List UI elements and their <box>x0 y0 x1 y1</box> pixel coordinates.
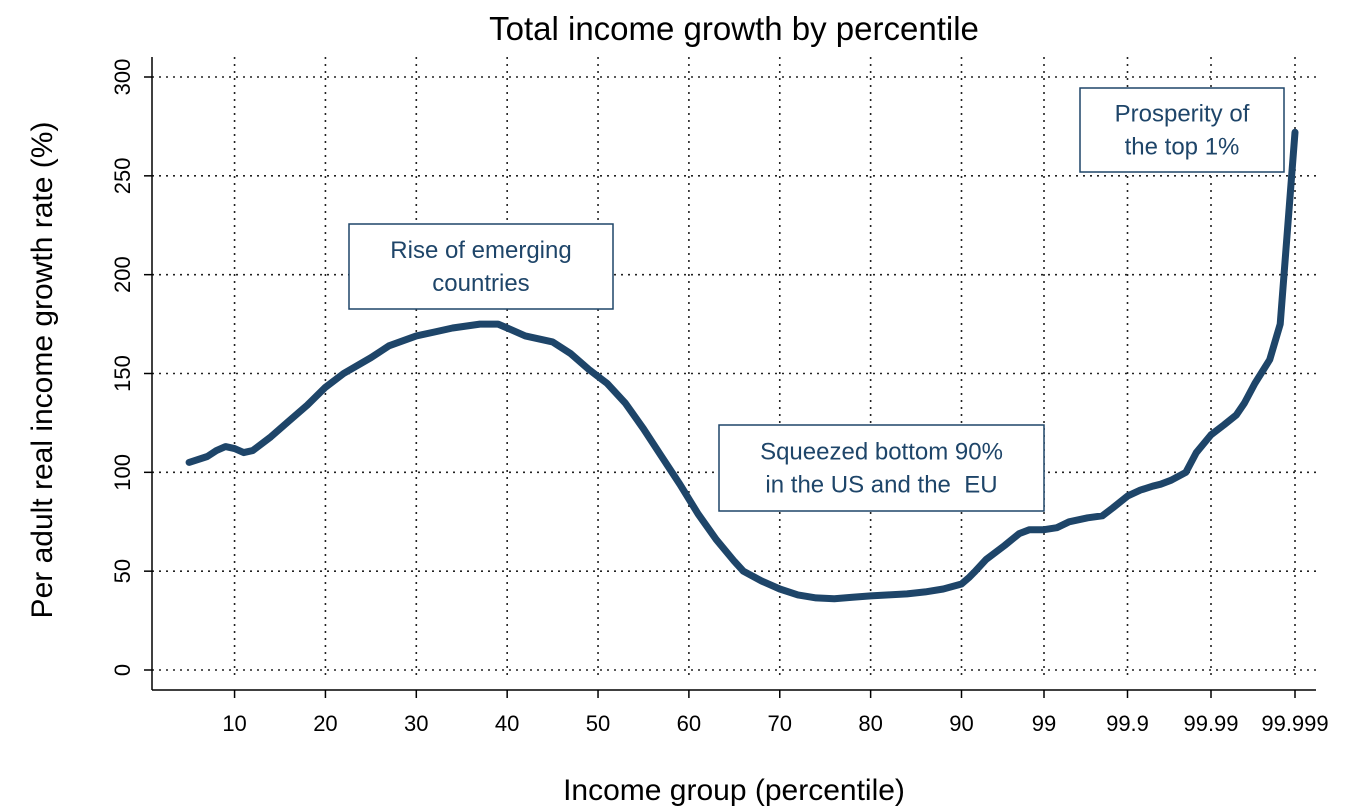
y-tick-label: 150 <box>110 355 135 392</box>
y-axis-label: Per adult real income growth rate (%) <box>26 122 59 619</box>
annotation-box: Prosperity of the top 1% <box>1079 87 1285 173</box>
x-tick-label: 99.99 <box>1183 711 1238 736</box>
x-tick-label: 99.9 <box>1106 711 1149 736</box>
y-tick-label: 0 <box>110 664 135 676</box>
x-tick-label: 50 <box>586 711 610 736</box>
x-ticks: 10 20 30 40 50 60 70 80 90 99 99.9 99.99 99.999 <box>222 690 1329 736</box>
annotation-box: Squeezed bottom 90% in the US and the EU <box>718 424 1045 512</box>
y-tick-label: 200 <box>110 256 135 293</box>
x-tick-label: 80 <box>858 711 882 736</box>
annotation-frame <box>1079 87 1285 173</box>
annotation-text: Squeezed bottom 90% <box>760 439 1003 466</box>
series-line <box>185 128 1299 603</box>
annotation-box: Rise of emerging countries <box>348 223 614 310</box>
x-tick-label: 70 <box>768 711 792 736</box>
x-tick-label: 30 <box>404 711 428 736</box>
annotation-frame <box>718 424 1045 512</box>
x-tick-label: 20 <box>313 711 337 736</box>
x-axis-label: Income group (percentile) <box>563 774 905 806</box>
annotation-text: Prosperity of <box>1115 101 1250 128</box>
x-tick-label: 99 <box>1032 711 1056 736</box>
annotation-text: the top 1% <box>1125 134 1240 161</box>
x-tick-label: 99.999 <box>1261 711 1328 736</box>
x-tick-label: 40 <box>495 711 519 736</box>
y-ticks: 0 50 100 150 200 250 300 <box>110 59 152 676</box>
y-tick-label: 100 <box>110 454 135 491</box>
annotation-text: Rise of emerging <box>390 237 571 264</box>
chart-title: Total income growth by percentile <box>489 10 979 47</box>
annotation-frame <box>348 223 614 310</box>
x-tick-label: 10 <box>222 711 246 736</box>
x-tick-label: 90 <box>949 711 973 736</box>
y-tick-label: 300 <box>110 59 135 96</box>
y-tick-label: 250 <box>110 157 135 194</box>
x-tick-label: 60 <box>677 711 701 736</box>
annotations: Rise of emerging countries Squeezed bottom… <box>348 87 1285 512</box>
y-tick-label: 50 <box>110 559 135 583</box>
annotation-text: countries <box>432 270 529 297</box>
annotation-text: in the US and the EU <box>765 472 997 499</box>
